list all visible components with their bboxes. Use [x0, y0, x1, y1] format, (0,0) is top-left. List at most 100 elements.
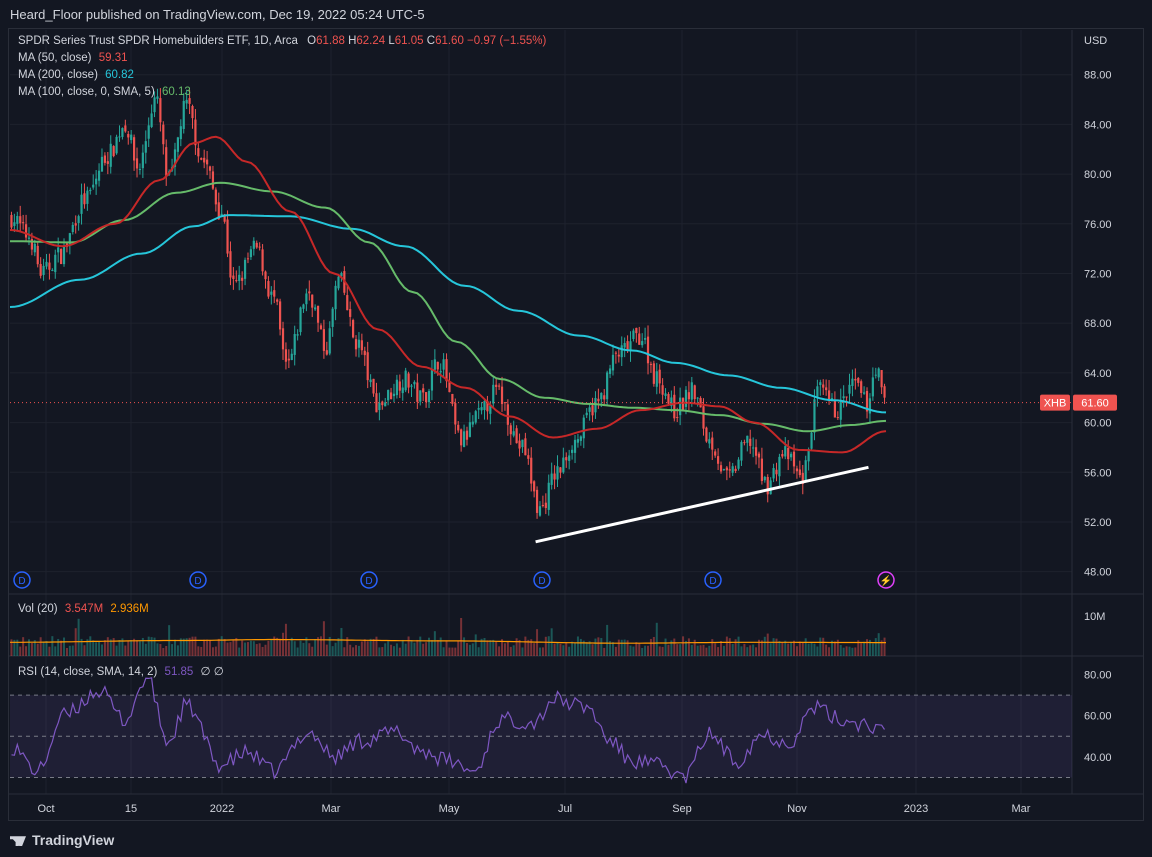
candle [766, 476, 769, 495]
volume-bar [54, 646, 57, 656]
candle [454, 403, 457, 425]
candle [445, 359, 448, 382]
volume-bar [211, 647, 214, 656]
volume-bar [477, 647, 480, 656]
volume-bar [144, 643, 147, 656]
tradingview-brand: TradingView [32, 832, 115, 848]
candle [530, 457, 533, 484]
volume-bar [77, 618, 80, 656]
legend-symbol: SPDR Series Trust SPDR Homebuilders ETF,… [18, 33, 546, 50]
volume-bar [331, 646, 334, 656]
volume-bar [153, 637, 156, 656]
candle [229, 251, 232, 278]
legend-volume[interactable]: Vol (20) 3.547M 2.936M [18, 601, 149, 618]
volume-bar [632, 646, 635, 656]
candle [749, 438, 752, 446]
volume-bar [352, 647, 355, 656]
candle [620, 345, 623, 358]
candle [281, 328, 285, 350]
volume-bar [582, 640, 585, 656]
volume-bar [737, 636, 740, 656]
volume-bar [521, 647, 524, 656]
volume-bar [106, 637, 109, 656]
volume-bar [159, 644, 162, 656]
candle [296, 334, 299, 336]
dividend-marker-label: D [538, 576, 545, 587]
legend-change: −0.97 (−1.55%) [467, 35, 547, 47]
volume-bar [813, 643, 816, 656]
dividend-marker-label: D [709, 576, 716, 587]
candle [801, 472, 804, 484]
volume-bar [544, 636, 547, 656]
candle [690, 382, 693, 400]
volume-bar [679, 644, 682, 656]
volume-bar [302, 642, 305, 656]
volume-bar [819, 637, 822, 656]
volume-bar [676, 644, 679, 656]
volume-bar [127, 641, 130, 656]
volume-bar [232, 639, 235, 656]
candle [241, 277, 244, 281]
volume-bar [182, 638, 185, 656]
candle [83, 193, 86, 205]
volume-bar [728, 638, 731, 656]
volume-bar [10, 639, 13, 656]
candle [150, 113, 153, 127]
volume-bar [118, 640, 121, 656]
earnings-marker [877, 571, 895, 589]
legend-ma200[interactable]: MA (200, close) 60.82 [18, 67, 134, 84]
candle [360, 340, 363, 351]
candle [305, 293, 308, 305]
candle [790, 453, 793, 458]
currency-label: USD [1084, 35, 1107, 47]
candle [185, 99, 188, 104]
volume-bar [664, 638, 667, 656]
last-price-tag [1073, 394, 1117, 411]
candle [54, 254, 57, 273]
volume-bar [880, 640, 883, 656]
candle [506, 404, 509, 425]
legend-ma50[interactable]: MA (50, close) 59.31 [18, 50, 127, 67]
volume-bar [191, 636, 194, 656]
candle [623, 343, 626, 348]
candle [670, 397, 673, 407]
candle [387, 390, 390, 401]
candle [331, 308, 334, 327]
candle [614, 352, 617, 354]
candle [314, 307, 317, 310]
tradingview-logo[interactable]: TradingView [10, 832, 114, 848]
candle [337, 276, 340, 289]
candle [363, 350, 366, 356]
candle [147, 125, 150, 139]
volume-bar [322, 621, 325, 656]
volume-bar [699, 645, 702, 656]
price-tick-label: 68.00 [1084, 318, 1112, 330]
volume-bar [89, 636, 92, 656]
candle [33, 243, 36, 253]
candle [141, 152, 144, 169]
candle [302, 304, 305, 309]
candle [568, 455, 571, 461]
candle [45, 261, 48, 267]
candle [413, 381, 416, 385]
volume-bar [422, 643, 425, 656]
candle [576, 439, 580, 443]
price-tick-label: 60.00 [1084, 418, 1112, 430]
candle [276, 299, 279, 302]
volume-bar [559, 643, 562, 656]
volume-bar [871, 643, 874, 656]
candle [427, 390, 431, 403]
legend-ma100[interactable]: MA (100, close, 0, SMA, 5) 60.13 [18, 84, 191, 101]
legend-rsi[interactable]: RSI (14, close, SMA, 14, 2) 51.85 ∅ ∅ [18, 664, 224, 681]
volume-bar [579, 638, 582, 656]
volume-bar [33, 640, 36, 656]
candle [714, 451, 717, 456]
volume-bar [311, 646, 314, 656]
volume-bar [763, 636, 766, 656]
candle [349, 309, 352, 317]
candle [153, 97, 156, 113]
volume-bar [527, 639, 530, 656]
candle [16, 215, 19, 224]
volume-bar [746, 647, 749, 656]
